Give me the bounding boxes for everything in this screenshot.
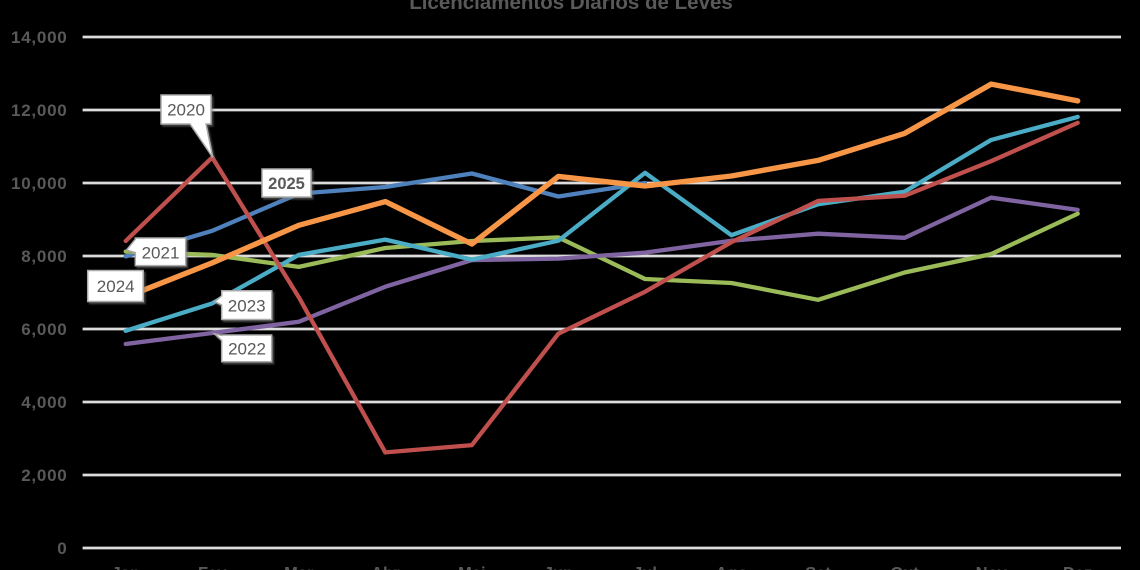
svg-text:2025: 2025 [268, 175, 305, 193]
svg-text:Licenciamentos Diários de Leve: Licenciamentos Diários de Leves [409, 0, 733, 14]
svg-text:2023: 2023 [228, 296, 266, 315]
svg-text:2022: 2022 [228, 340, 266, 359]
svg-text:Ago: Ago [715, 565, 747, 570]
svg-text:2024: 2024 [97, 277, 135, 296]
svg-text:Mar: Mar [284, 565, 314, 570]
svg-text:Out: Out [890, 565, 919, 570]
svg-text:12,000: 12,000 [11, 101, 68, 120]
svg-text:2020: 2020 [167, 101, 205, 120]
svg-text:Set: Set [805, 565, 831, 570]
svg-text:2021: 2021 [142, 243, 180, 262]
svg-text:6,000: 6,000 [21, 320, 67, 339]
svg-text:Nov: Nov [976, 565, 1008, 570]
svg-text:Jan: Jan [111, 565, 139, 570]
svg-text:Fev: Fev [198, 565, 227, 570]
svg-text:Mai: Mai [458, 565, 486, 570]
svg-text:Jul: Jul [633, 565, 657, 570]
svg-text:4,000: 4,000 [21, 393, 67, 412]
svg-text:Abr: Abr [371, 565, 400, 570]
svg-text:2,000: 2,000 [21, 466, 67, 485]
svg-text:0: 0 [57, 539, 67, 558]
svg-text:Jun: Jun [544, 565, 573, 570]
svg-text:10,000: 10,000 [11, 174, 68, 193]
svg-text:Dez: Dez [1063, 565, 1092, 570]
svg-text:8,000: 8,000 [21, 247, 67, 266]
svg-text:14,000: 14,000 [11, 28, 68, 47]
